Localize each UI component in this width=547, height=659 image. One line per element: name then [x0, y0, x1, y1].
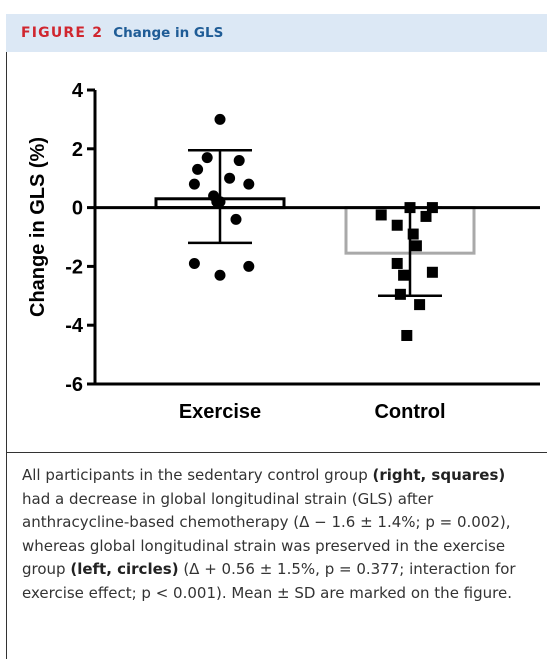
figure-label: FIGURE 2	[21, 25, 104, 41]
y-tick-label: 0	[72, 198, 83, 220]
x-category-label: Exercise	[179, 401, 261, 423]
y-tick-label: 4	[72, 80, 84, 102]
data-point-square	[398, 269, 410, 281]
data-point-circle	[201, 152, 213, 164]
data-point-circle	[214, 113, 226, 125]
data-point-circle	[230, 213, 242, 225]
data-point-square	[407, 228, 419, 240]
data-point-circle	[188, 178, 200, 190]
x-category-label: Control	[374, 401, 445, 423]
data-point-circle	[243, 178, 255, 190]
y-tick-label: -4	[65, 315, 84, 337]
y-axis-label: Change in GLS (%)	[27, 137, 49, 317]
data-point-circle	[233, 155, 245, 167]
y-tick-label: 2	[72, 139, 83, 161]
caption-bold-1: (right, squares)	[372, 466, 506, 484]
data-point-square	[410, 240, 422, 252]
data-point-circle	[224, 172, 236, 184]
y-tick-label: -2	[65, 256, 83, 278]
data-point-square	[391, 219, 403, 231]
caption-divider	[6, 452, 547, 453]
data-point-square	[375, 209, 387, 221]
figure-caption: All participants in the sedentary contro…	[22, 464, 527, 606]
data-point-circle	[192, 163, 204, 175]
data-point-square	[394, 288, 406, 300]
data-point-square	[420, 210, 432, 222]
data-point-square	[414, 299, 426, 311]
caption-text-1: All participants in the sedentary contro…	[22, 466, 373, 484]
chart-axes: 4 2 0 -2 -4 -6 Exercise Control	[65, 80, 540, 423]
caption-bold-2: (left, circles)	[70, 560, 179, 579]
figure-frame	[6, 14, 547, 659]
figure-title: Change in GLS	[113, 25, 224, 41]
data-point-circle	[188, 257, 200, 269]
figure-header: FIGURE 2 Change in GLS	[6, 14, 547, 52]
y-tick-label: -6	[65, 374, 83, 396]
chart-points	[188, 113, 438, 341]
data-point-square	[391, 257, 403, 269]
data-point-circle	[214, 269, 226, 281]
caption-text-3: (Δ + 0.56 ± 1.5%, p = 0.377; interaction…	[22, 560, 516, 602]
caption-text-2: had a decrease in global longitudinal st…	[22, 489, 511, 579]
chart: 4 2 0 -2 -4 -6 Exercise Control Change in GLS (…	[27, 80, 540, 423]
data-point-square	[426, 266, 438, 278]
data-point-square	[401, 329, 413, 341]
data-point-circle	[243, 260, 255, 272]
